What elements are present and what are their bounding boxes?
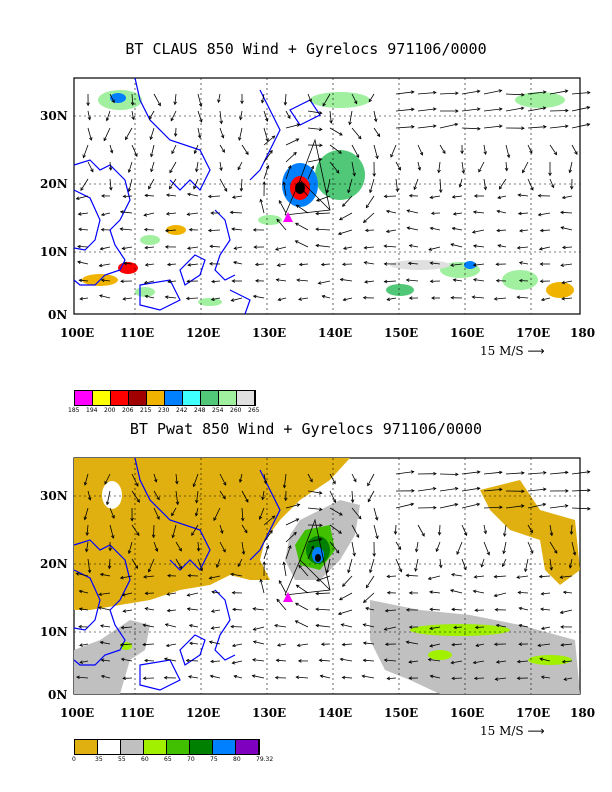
panel2-grid bbox=[74, 458, 580, 694]
panel2-xtick-160e: 160E bbox=[450, 706, 485, 720]
panel2-xtick-150e: 150E bbox=[384, 706, 419, 720]
panel1-xtick-180: 180 bbox=[570, 326, 596, 340]
panel1-xtick-140e: 140E bbox=[318, 326, 353, 340]
legend-label: 248 bbox=[194, 407, 206, 414]
panel1-legend bbox=[74, 390, 256, 406]
legend-label: 35 bbox=[95, 756, 103, 763]
legend-label: 260 bbox=[230, 407, 242, 414]
panel1-xtick-100e: 100E bbox=[60, 326, 95, 340]
legend-swatch bbox=[219, 391, 237, 405]
legend-label: 55 bbox=[118, 756, 126, 763]
panel1-ytick-30n: 30N bbox=[40, 109, 68, 123]
panel1-xtick-120e: 120E bbox=[186, 326, 221, 340]
panel2-xtick-100e: 100E bbox=[60, 706, 95, 720]
panel1-xtick-160e: 160E bbox=[450, 326, 485, 340]
legend-label: 79.32 bbox=[256, 756, 274, 763]
panel1-title: BT CLAUS 850 Wind + Gyrelocs 971106/0000 bbox=[125, 40, 487, 58]
legend-swatch bbox=[167, 740, 190, 754]
panel2-map bbox=[73, 457, 591, 695]
panel1-gyre-track bbox=[284, 138, 331, 216]
panel1-xtick-110e: 110E bbox=[120, 326, 155, 340]
panel1-ytick-10n: 10N bbox=[40, 245, 68, 259]
panel2-xtick-180: 180 bbox=[570, 706, 596, 720]
legend-label: 254 bbox=[212, 407, 224, 414]
panel1-xtick-130e: 130E bbox=[252, 326, 287, 340]
panel1-map bbox=[73, 77, 591, 315]
panel2-gyre-track bbox=[284, 518, 331, 596]
legend-swatch bbox=[129, 391, 147, 405]
legend-label: 200 bbox=[104, 407, 116, 414]
panel2-ytick-10n: 10N bbox=[40, 625, 68, 639]
panel2-xtick-110e: 110E bbox=[120, 706, 155, 720]
legend-label: 215 bbox=[140, 407, 152, 414]
legend-swatch bbox=[213, 740, 236, 754]
legend-swatch bbox=[98, 740, 121, 754]
legend-swatch bbox=[165, 391, 183, 405]
panel1-xtick-170e: 170E bbox=[516, 326, 551, 340]
legend-swatch bbox=[75, 391, 93, 405]
panel1-gyre-marker-icon bbox=[283, 212, 293, 222]
panel1-ytick-0n: 0N bbox=[48, 308, 68, 322]
legend-swatch bbox=[144, 740, 167, 754]
legend-label: 0 bbox=[72, 756, 76, 763]
legend-swatch bbox=[237, 391, 255, 405]
panel1-wind-vectors bbox=[75, 89, 591, 302]
legend-label: 80 bbox=[233, 756, 241, 763]
legend-swatch bbox=[201, 391, 219, 405]
legend-label: 265 bbox=[248, 407, 260, 414]
panel2-xtick-120e: 120E bbox=[186, 706, 221, 720]
panel2-wind-vectors bbox=[75, 470, 591, 681]
legend-swatch bbox=[236, 740, 259, 754]
legend-label: 206 bbox=[122, 407, 134, 414]
panel1-xtick-150e: 150E bbox=[384, 326, 419, 340]
legend-swatch bbox=[111, 391, 129, 405]
panel2-xtick-140e: 140E bbox=[318, 706, 353, 720]
legend-label: 194 bbox=[86, 407, 98, 414]
panel1-ytick-20n: 20N bbox=[40, 177, 68, 191]
panel2-gyre-marker-icon bbox=[283, 592, 293, 602]
legend-label: 230 bbox=[158, 407, 170, 414]
panel2-legend bbox=[74, 739, 260, 755]
legend-swatch bbox=[147, 391, 165, 405]
legend-label: 60 bbox=[141, 756, 149, 763]
legend-swatch bbox=[121, 740, 144, 754]
panel2-ytick-30n: 30N bbox=[40, 489, 68, 503]
legend-swatch bbox=[75, 740, 98, 754]
legend-label: 242 bbox=[176, 407, 188, 414]
legend-label: 70 bbox=[187, 756, 195, 763]
panel1-scale-label: 15 M/S ⟶ bbox=[480, 344, 545, 358]
panel2-title: BT Pwat 850 Wind + Gyrelocs 971106/0000 bbox=[129, 420, 483, 438]
legend-swatch bbox=[183, 391, 201, 405]
legend-swatch bbox=[190, 740, 213, 754]
legend-label: 65 bbox=[164, 756, 172, 763]
panel2-scale-label: 15 M/S ⟶ bbox=[480, 724, 545, 738]
legend-label: 75 bbox=[210, 756, 218, 763]
panel2-xtick-170e: 170E bbox=[516, 706, 551, 720]
panel2-xtick-130e: 130E bbox=[252, 706, 287, 720]
panel2-ytick-20n: 20N bbox=[40, 557, 68, 571]
panel2-ytick-0n: 0N bbox=[48, 688, 68, 702]
legend-swatch bbox=[93, 391, 111, 405]
legend-label: 185 bbox=[68, 407, 80, 414]
panel1-grid bbox=[74, 78, 580, 314]
